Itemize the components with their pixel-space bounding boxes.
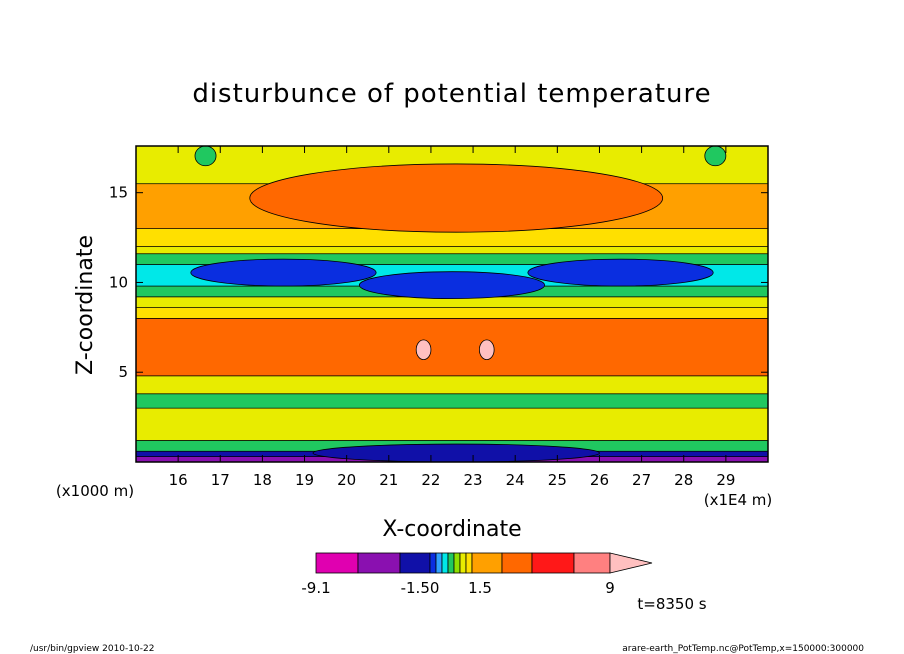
feature-warm-spot-right	[478, 339, 495, 361]
y-unit-label: (x1000 m)	[56, 482, 134, 500]
y-tick-label-10: 10	[109, 273, 128, 291]
x-tick-label-26: 26	[590, 471, 609, 489]
colorbar-swatch-5	[441, 552, 449, 574]
colorbar-label-1: -1.50	[401, 579, 440, 597]
feature-top-green-left	[194, 146, 217, 167]
contour-band-12	[136, 246, 768, 255]
x-tick-label-27: 27	[632, 471, 651, 489]
x-tick-label-16: 16	[169, 471, 188, 489]
y-tick-label-5: 5	[118, 363, 128, 381]
feature-warm-spot-left	[415, 339, 432, 361]
x-tick-label-19: 19	[295, 471, 314, 489]
x-tick-label-21: 21	[379, 471, 398, 489]
x-tick-label-18: 18	[253, 471, 272, 489]
plot-frame	[135, 145, 769, 463]
y-axis-label: Z-coordinate	[73, 235, 98, 375]
feature-upper-warm-core	[249, 163, 664, 233]
contour-band-5	[136, 375, 768, 395]
x-tick-label-28: 28	[674, 471, 693, 489]
x-tick-label-20: 20	[337, 471, 356, 489]
x-axis-label: X-coordinate	[382, 517, 521, 542]
colorbar-swatch-13	[573, 552, 611, 574]
plot-area	[136, 146, 768, 462]
feature-top-green-right	[704, 146, 727, 167]
colorbar-swatch-2	[399, 552, 431, 574]
footer-right: arare-earth_PotTemp.nc@PotTemp,x=150000:…	[622, 644, 864, 654]
colorbar-swatch-11	[501, 552, 533, 574]
colorbar-swatch-7	[453, 552, 461, 574]
x-unit-label: (x1E4 m)	[704, 491, 773, 509]
colorbar-swatch-1	[357, 552, 401, 574]
time-label: t=8350 s	[637, 595, 706, 613]
colorbar-label-0: -9.1	[301, 579, 330, 597]
feature-cold-lobe-left	[190, 258, 377, 287]
chart-title: disturbunce of potential temperature	[192, 79, 711, 109]
colorbar-swatch-10	[471, 552, 503, 574]
colorbar-label-2: 1.5	[468, 579, 492, 597]
colorbar: -9.1 -1.50 1.5 9	[301, 552, 653, 597]
x-tick-label-29: 29	[716, 471, 735, 489]
y-axis: 5 10 15	[109, 184, 768, 381]
footer-left: /usr/bin/gpview 2010-10-22	[30, 644, 154, 654]
colorbar-swatch-extend	[609, 552, 653, 574]
colorbar-swatch-4	[435, 552, 443, 574]
contour-band-7	[136, 307, 768, 319]
x-tick-label-24: 24	[506, 471, 525, 489]
colorbar-swatch-0	[315, 552, 359, 574]
colorbar-label-3: 9	[605, 579, 615, 597]
colorbar-swatch-9	[465, 552, 473, 574]
colorbar-swatch-3	[429, 552, 437, 574]
x-tick-label-23: 23	[464, 471, 483, 489]
contour-band-3	[136, 407, 768, 441]
feature-surface-cold-pool	[312, 443, 600, 462]
colorbar-swatch-8	[459, 552, 467, 574]
y-tick-label-15: 15	[109, 184, 128, 202]
feature-cold-lobe-right	[527, 258, 714, 287]
contour-band-6	[136, 318, 768, 377]
feature-cold-lobe-center	[358, 271, 546, 300]
x-tick-label-17: 17	[211, 471, 230, 489]
colorbar-swatch-6	[447, 552, 455, 574]
x-tick-label-22: 22	[421, 471, 440, 489]
x-tick-label-25: 25	[548, 471, 567, 489]
x-axis: 16 17 18 19 20 21 22 23 24 25 26 27 28 29	[169, 146, 735, 489]
colorbar-swatch-12	[531, 552, 575, 574]
contour-band-4	[136, 393, 768, 409]
